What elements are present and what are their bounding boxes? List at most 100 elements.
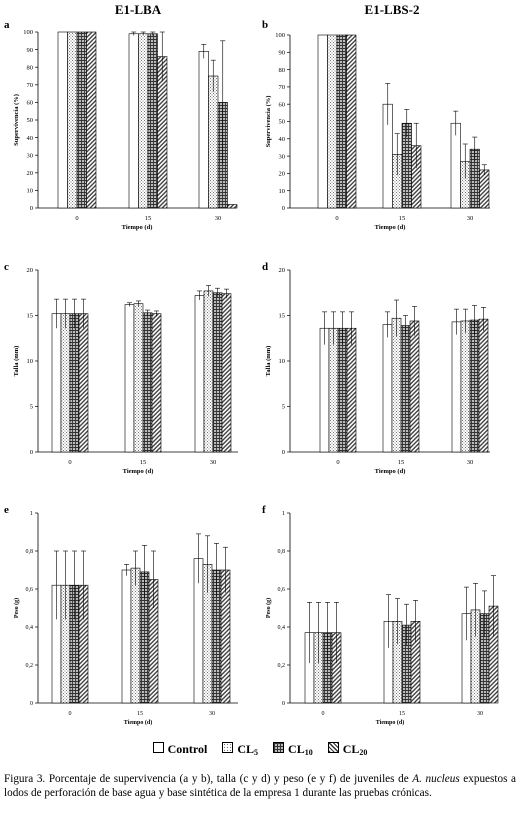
bar-control-0 — [57, 31, 68, 209]
y-tick-label: 20 — [27, 267, 34, 274]
y-tick-label: 0 — [30, 205, 33, 212]
x-tick-label: 15 — [145, 215, 152, 222]
y-tick-label: 0 — [30, 449, 33, 456]
bar-cl5-30 — [208, 75, 219, 209]
panel-letter: f — [262, 504, 266, 516]
y-tick-label: 15 — [27, 313, 34, 320]
legend-sub-cl5: 5 — [254, 748, 259, 758]
y-axis-label: Peso (g) — [265, 598, 272, 618]
column-title-left: E1-LBA — [114, 2, 162, 17]
legend-item-cl10: CL10 — [273, 741, 313, 757]
y-tick-label: 10 — [27, 358, 34, 365]
panel-letter: e — [4, 504, 9, 516]
y-axis-label: Peso (g) — [13, 598, 20, 618]
y-tick-label: 40 — [279, 136, 286, 143]
y-tick-label: 0,4 — [278, 625, 286, 631]
legend-swatch-cl20 — [327, 742, 339, 754]
y-tick-label: 80 — [27, 64, 34, 71]
bar-cl10-0 — [337, 327, 348, 453]
caption-species: A. nucleus — [412, 773, 460, 785]
bar-cl10-15 — [147, 33, 158, 209]
bar-cl5-15 — [138, 33, 149, 209]
y-tick-label: 60 — [279, 101, 286, 108]
y-axis-label: Supervivencia (%) — [13, 94, 20, 146]
chart-panel-b: b 0 10 20 30 40 50 60 70 80 90 100 0 15 30 Tiempo (d) Su… — [262, 19, 490, 231]
legend-sub-cl20: 20 — [359, 748, 368, 758]
y-tick-label: 0,6 — [26, 587, 34, 593]
x-tick-label: 30 — [209, 711, 215, 717]
bar-cl10-15 — [142, 312, 153, 453]
bar-cl20-30 — [227, 204, 238, 209]
y-tick-label: 20 — [279, 171, 286, 178]
x-tick-label: 15 — [399, 711, 405, 717]
x-tick-label: 30 — [210, 459, 217, 466]
y-tick-label: 100 — [23, 29, 33, 36]
figure-caption: Figura 3. Porcentaje de supervivencia (a… — [4, 772, 516, 800]
bar-cl20-0 — [86, 31, 97, 209]
y-tick-label: 50 — [279, 119, 286, 126]
bar-cl5-30 — [460, 320, 471, 453]
bar-cl5-0 — [327, 34, 338, 209]
bar-cl20-15 — [151, 313, 162, 453]
legend-swatch-cl10 — [273, 742, 285, 754]
y-tick-label: 90 — [27, 47, 34, 54]
bar-control-30 — [450, 122, 461, 209]
x-tick-label: 0 — [335, 215, 338, 222]
legend-label-cl5: CL — [237, 742, 255, 756]
x-tick-label: 30 — [467, 459, 474, 466]
bar-control-30 — [194, 295, 205, 453]
y-tick-label: 0,8 — [278, 549, 286, 555]
bar-cl20-15 — [409, 320, 420, 453]
bar-cl20-30 — [221, 293, 232, 453]
chart-panel-d: d 0 5 10 15 20 0 15 30 Tiempo (d) Talla (mm) — [262, 261, 490, 475]
y-axis-label: Supervivencia (%) — [265, 96, 272, 148]
y-tick-label: 100 — [275, 32, 285, 39]
y-tick-label: 10 — [27, 188, 34, 195]
bar-cl20-0 — [78, 313, 89, 453]
x-tick-label: 15 — [140, 459, 147, 466]
y-tick-label: 30 — [27, 152, 34, 159]
y-tick-label: 0,6 — [278, 587, 286, 593]
bar-control-30 — [451, 321, 462, 453]
y-tick-label: 0 — [30, 701, 33, 707]
y-axis-label: Talla (mm) — [13, 346, 20, 377]
y-tick-label: 5 — [282, 404, 285, 411]
bar-control-15 — [382, 324, 393, 453]
panel-letter: c — [4, 261, 9, 273]
x-tick-label: 30 — [215, 215, 222, 222]
legend-item-control: Control — [152, 741, 208, 757]
panel-letter: b — [262, 19, 268, 31]
y-tick-label: 20 — [27, 170, 34, 177]
x-tick-label: 30 — [477, 711, 483, 717]
x-axis-label: Tiempo (d) — [123, 468, 154, 475]
x-tick-label: 0 — [75, 215, 78, 222]
x-tick-label: 0 — [68, 459, 71, 466]
legend-label-cl10: CL — [288, 742, 305, 756]
bar-cl10-0 — [69, 313, 80, 453]
chart-panel-f: f 0 0,2 0,4 0,6 0,8 1 0 15 30 Tiempo (d) Peso (g) — [262, 504, 499, 726]
bar-cl20-0 — [346, 327, 357, 453]
x-axis-label: Tiempo (d) — [124, 719, 152, 726]
caption-text-start: Figura 3. Porcentaje de supervivencia (a… — [4, 773, 413, 785]
bar-control-0 — [319, 327, 330, 453]
y-tick-label: 0,4 — [26, 625, 34, 631]
bar-control-30 — [198, 51, 209, 209]
x-tick-label: 0 — [336, 459, 339, 466]
bar-cl20-30 — [479, 169, 490, 209]
x-tick-label: 15 — [137, 711, 143, 717]
y-tick-label: 90 — [279, 50, 286, 57]
y-tick-label: 0,2 — [278, 663, 286, 669]
chart-panel-a: a 0 10 20 30 40 50 60 70 80 90 100 0 15 30 Tiempo (d) Su… — [4, 19, 238, 231]
legend-label-control: Control — [167, 742, 208, 757]
legend-sub-cl10: 10 — [304, 748, 313, 758]
bar-cl20-30 — [478, 318, 489, 453]
y-tick-label: 70 — [27, 82, 34, 89]
bar-cl5-15 — [391, 317, 402, 453]
x-axis-label: Tiempo (d) — [375, 468, 406, 475]
y-axis-label: Talla (mm) — [265, 346, 272, 377]
legend-label-cl20: CL — [342, 742, 360, 756]
x-axis-label: Tiempo (d) — [122, 224, 153, 231]
x-axis-label: Tiempo (d) — [375, 224, 406, 231]
y-tick-label: 0,2 — [26, 663, 34, 669]
y-tick-label: 10 — [279, 188, 286, 195]
